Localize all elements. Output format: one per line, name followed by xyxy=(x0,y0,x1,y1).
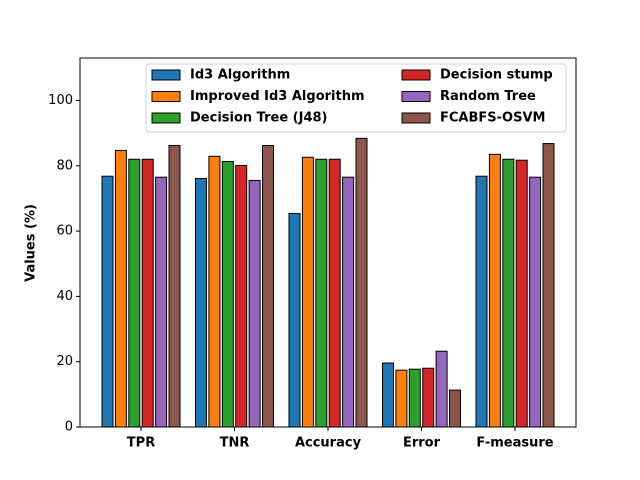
bar xyxy=(168,145,181,428)
bar xyxy=(408,368,421,428)
y-tick-label: 40 xyxy=(56,289,73,304)
bar xyxy=(529,176,542,428)
y-tick-label: 60 xyxy=(56,224,73,239)
bar xyxy=(141,158,154,428)
bar xyxy=(221,161,234,428)
legend-swatch xyxy=(401,91,431,102)
bar xyxy=(262,145,274,428)
bar xyxy=(288,212,301,428)
x-tick-label: TNR xyxy=(220,436,250,451)
bar xyxy=(449,389,461,428)
bar xyxy=(301,156,314,428)
bar xyxy=(382,362,394,428)
bar xyxy=(235,164,248,428)
bar xyxy=(248,179,261,428)
bar xyxy=(502,158,515,428)
x-tick-label: Error xyxy=(403,436,441,451)
legend-swatch xyxy=(151,91,181,102)
legend-swatch xyxy=(401,112,431,124)
legend-label: Id3 Algorithm xyxy=(190,68,290,83)
x-tick-label: TPR xyxy=(127,436,155,451)
bar xyxy=(208,155,221,428)
bar xyxy=(475,175,488,428)
x-tick-label: Accuracy xyxy=(295,436,362,451)
bar xyxy=(315,158,328,428)
bar xyxy=(435,350,448,428)
y-tick-label: 0 xyxy=(65,420,73,435)
legend-label: Decision stump xyxy=(440,68,553,83)
bar xyxy=(515,159,528,428)
legend-label: Random Tree xyxy=(440,89,536,104)
bar xyxy=(155,176,168,428)
legend-box xyxy=(145,63,567,133)
legend-label: FCABFS-OSVM xyxy=(440,111,545,126)
bar xyxy=(355,137,368,428)
legend-label: Decision Tree (J48) xyxy=(190,111,328,126)
bar xyxy=(342,176,355,428)
x-tick-label: F-measure xyxy=(476,436,553,451)
bar xyxy=(101,175,114,428)
y-tick-label: 20 xyxy=(56,354,73,369)
bar xyxy=(488,153,501,428)
legend-label: Improved Id3 Algorithm xyxy=(190,89,365,104)
bar xyxy=(328,158,341,428)
legend-swatch xyxy=(151,112,181,124)
legend-swatch xyxy=(401,69,431,81)
bar xyxy=(114,149,127,428)
bar xyxy=(542,143,555,428)
legend-swatch xyxy=(151,69,181,81)
bar xyxy=(422,367,435,428)
y-tick-label: 100 xyxy=(48,93,73,108)
y-tick-label: 80 xyxy=(56,158,73,173)
y-axis-label: Values (%) xyxy=(24,204,39,282)
plot-frame xyxy=(79,57,577,428)
bar xyxy=(395,369,408,428)
bar xyxy=(128,158,141,428)
bar xyxy=(195,177,207,428)
